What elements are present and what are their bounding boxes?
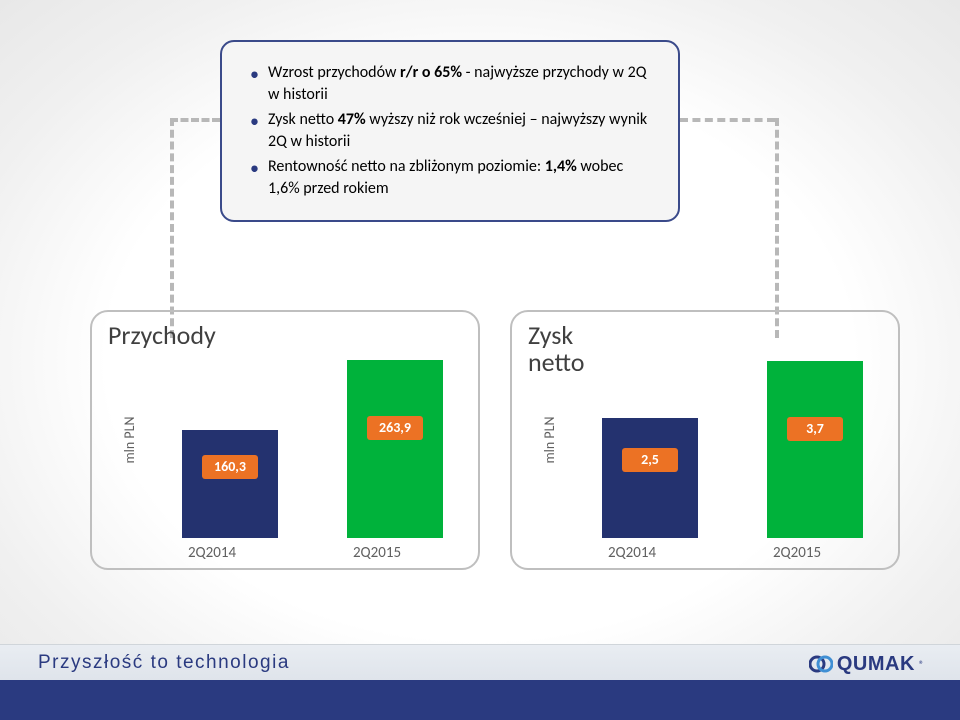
bar: [182, 430, 278, 538]
connector-right-h1: [680, 118, 775, 122]
chart-revenue-plot: 160,3 263,9: [142, 356, 458, 538]
summary-list: Wzrost przychodów r/r o 65% - najwyższe …: [250, 62, 656, 200]
bar-value-label: 3,7: [787, 417, 843, 441]
footer-tagline: Przyszłość to technologia: [38, 652, 290, 674]
chart-revenue-ylabel: mln PLN: [121, 416, 138, 463]
bullet-1: Wzrost przychodów r/r o 65% - najwyższe …: [250, 62, 656, 105]
connector-left-v: [170, 118, 174, 338]
bar-value-label: 2,5: [622, 448, 678, 472]
chart-revenue-title: Przychody: [108, 322, 216, 349]
bar: [347, 360, 443, 538]
chart-netprofit-plot: 2,5 3,7: [562, 356, 878, 538]
logo-icon: [809, 652, 833, 676]
connector-right-v: [775, 118, 779, 338]
brand-logo: QUMAK ®: [809, 652, 924, 676]
chart-netprofit-xlabel-0: 2Q2014: [572, 544, 692, 562]
brand-name: QUMAK: [837, 653, 915, 676]
chart-revenue: Przychody mln PLN 160,3 263,9 2Q2014 2Q20…: [90, 310, 480, 570]
chart-netprofit: Zysk netto mln PLN 2,53,7 2Q2014 2Q2015: [510, 310, 900, 570]
connector-left-h1: [170, 118, 220, 122]
chart-netprofit-ylabel: mln PLN: [541, 416, 558, 463]
chart-revenue-xlabel-1: 2Q2015: [317, 544, 437, 562]
bar: [602, 418, 698, 538]
bar-value-label: 160,3: [202, 455, 258, 479]
summary-card: Wzrost przychodów r/r o 65% - najwyższe …: [220, 40, 680, 222]
chart-netprofit-xlabel-1: 2Q2015: [737, 544, 857, 562]
bullet-3: Rentowność netto na zbliżonym poziomie: …: [250, 156, 656, 199]
footer-accent-bar: [0, 680, 960, 720]
chart-revenue-xlabel-0: 2Q2014: [152, 544, 272, 562]
registered-icon: ®: [919, 658, 924, 671]
bullet-2: Zysk netto 47% wyższy niż rok wcześniej …: [250, 109, 656, 152]
bar-value-label: 263,9: [367, 416, 423, 440]
bar: [767, 361, 863, 538]
